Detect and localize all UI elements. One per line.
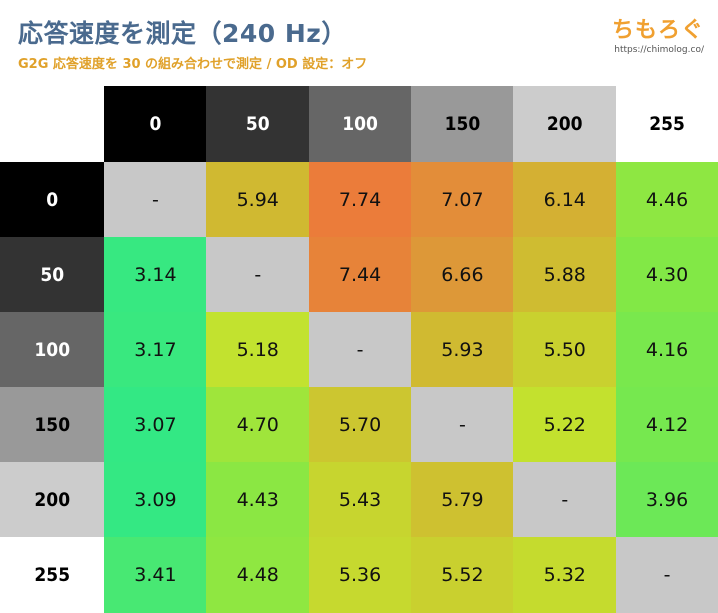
brand-logo: ちもろぐ [611, 18, 704, 43]
value-cell: 4.48 [206, 537, 310, 613]
value-cell: 7.74 [308, 162, 412, 238]
value-cell: 7.44 [308, 237, 412, 313]
brand: ちもろぐ https://chimolog.co/ [612, 12, 704, 55]
diagonal-cell: - [615, 537, 718, 613]
column-header: 200 [513, 86, 617, 163]
value-cell: 4.70 [206, 387, 310, 463]
brand-url: https://chimolog.co/ [614, 45, 704, 55]
diagonal-cell: - [308, 312, 412, 388]
column-header: 150 [411, 86, 514, 163]
value-cell: 3.09 [104, 462, 207, 538]
value-cell: 5.22 [513, 387, 617, 463]
value-cell: 4.16 [615, 312, 718, 388]
value-cell: 5.52 [411, 537, 514, 613]
value-cell: 3.14 [104, 237, 207, 313]
value-cell: 4.30 [615, 237, 718, 313]
value-cell: 3.17 [104, 312, 207, 388]
diagonal-cell: - [104, 162, 207, 238]
value-cell: 7.07 [411, 162, 514, 238]
value-cell: 5.43 [308, 462, 412, 538]
corner-cell [0, 86, 105, 163]
value-cell: 3.41 [104, 537, 207, 613]
diagonal-cell: - [411, 387, 514, 463]
value-cell: 5.32 [513, 537, 617, 613]
diagonal-cell: - [513, 462, 617, 538]
column-header: 0 [104, 86, 207, 163]
value-cell: 5.70 [308, 387, 412, 463]
value-cell: 4.12 [615, 387, 718, 463]
value-cell: 6.66 [411, 237, 514, 313]
value-cell: 5.36 [308, 537, 412, 613]
value-cell: 6.14 [513, 162, 617, 238]
heatmap-grid: 0 50 100 150 200 255 0-5.94 7.74 7.07 6.14 4.46 50 3… [0, 86, 718, 613]
column-header: 255 [615, 86, 718, 163]
value-cell: 5.94 [206, 162, 310, 238]
value-cell: 5.50 [513, 312, 617, 388]
column-header: 100 [308, 86, 412, 163]
value-cell: 5.79 [411, 462, 514, 538]
row-header: 255 [0, 537, 105, 613]
row-header: 100 [0, 312, 105, 388]
value-cell: 5.88 [513, 237, 617, 313]
chart-title: 応答速度を測定（240 Hz） [18, 19, 347, 48]
header: 応答速度を測定（240 Hz） G2G 応答速度を 30 の組み合わせで測定 /… [0, 0, 718, 86]
value-cell: 4.43 [206, 462, 310, 538]
diagonal-cell: - [206, 237, 310, 313]
value-cell: 5.93 [411, 312, 514, 388]
row-header: 200 [0, 462, 105, 538]
column-header: 50 [206, 86, 310, 163]
row-header: 50 [0, 237, 105, 313]
value-cell: 3.07 [104, 387, 207, 463]
chart-subtitle: G2G 応答速度を 30 の組み合わせで測定 / OD 設定：オフ [18, 57, 368, 72]
row-header: 150 [0, 387, 105, 463]
value-cell: 4.46 [615, 162, 718, 238]
value-cell: 5.18 [206, 312, 310, 388]
row-header: 0 [0, 162, 105, 238]
value-cell: 3.96 [615, 462, 718, 538]
